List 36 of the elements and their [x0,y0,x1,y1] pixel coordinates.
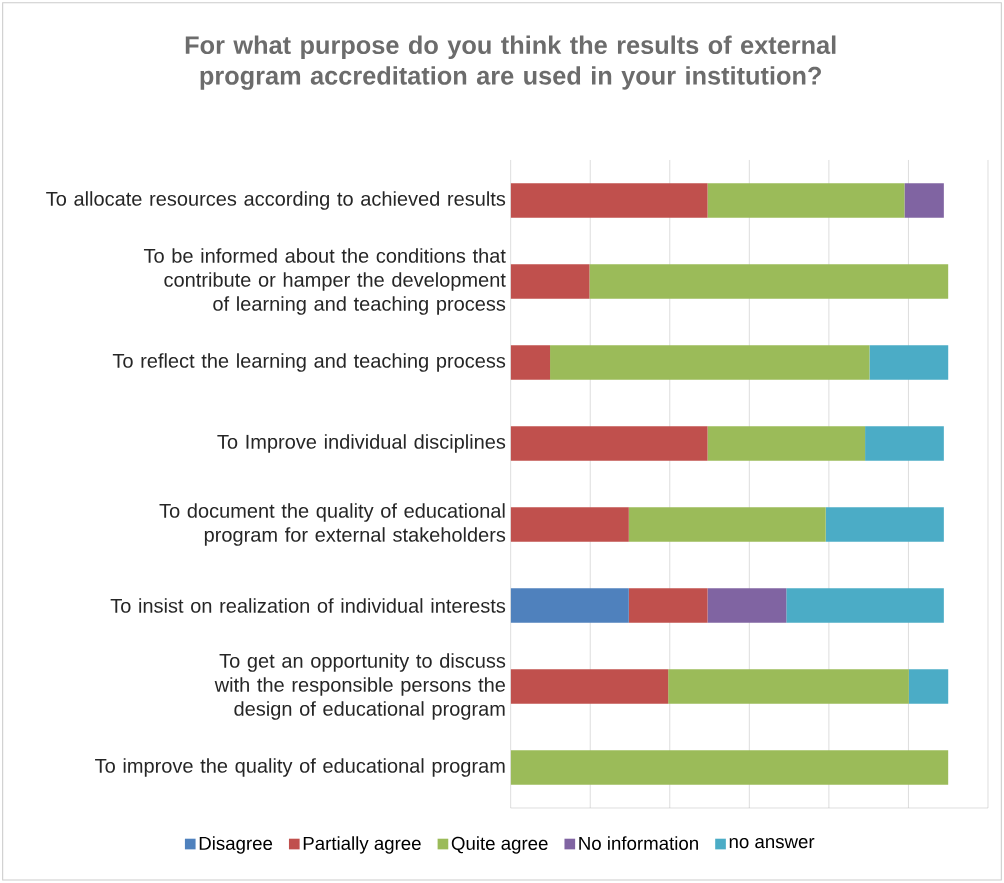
y-tick-label: To be informed about the conditions that contribute or hamper the development of learning and teaching process [143,248,506,315]
bar [904,183,944,218]
bar [589,264,949,299]
bar [510,264,590,299]
bar [510,750,949,785]
bar [668,669,909,704]
bar [908,669,949,704]
y-tick-label: To get an opportunity to discuss with the responsible persons the design of educational program [214,653,506,720]
y-tick-label: To reflect the learning and teaching process [112,353,506,372]
y-tick-label: To allocate resources according to achieved results [46,191,506,210]
bar [869,345,949,380]
chart-title: For what purpose do you think the results of external program accreditation are used in your institution? [185,35,836,91]
bar [510,345,551,380]
legend-label: Quite agree [451,836,548,854]
legend-label: no answer [729,838,815,849]
bar [510,507,629,542]
bar [825,507,944,542]
y-tick-label: To insist on realization of individual interests [110,598,506,613]
bar [628,588,708,623]
y-tick-label: To improve the quality of educational program [95,758,505,777]
bar [550,345,870,380]
bar [628,507,826,542]
bar [510,588,629,623]
bar [865,426,944,461]
bar [707,183,905,218]
legend-label: No information [579,836,698,851]
y-tick-label: To document the quality of educational program for external stakeholders [159,503,506,546]
bar [707,588,787,623]
y-tick-label: To Improve individual disciplines [217,434,506,453]
legend-label: Disagree [199,836,273,854]
bar [510,426,708,461]
bar [707,426,866,461]
bar [510,183,708,218]
bar [786,588,944,623]
bar [510,669,669,704]
legend-label: Partially agree [303,836,421,854]
